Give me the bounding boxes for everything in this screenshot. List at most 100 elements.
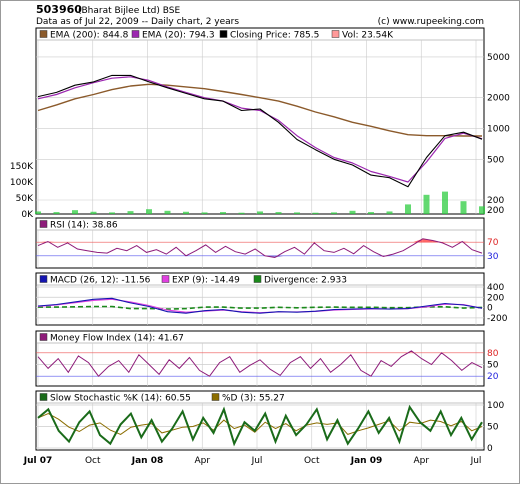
- volume-bar: [405, 204, 411, 214]
- y-tick-right: 400: [487, 283, 504, 293]
- volume-bar: [220, 212, 226, 214]
- y-tick-right: 50: [487, 361, 499, 371]
- y-tick-right: 70: [487, 238, 499, 248]
- y-tick-right: 0: [487, 444, 493, 454]
- mfi-line: [37, 350, 483, 377]
- legend-swatch: [211, 393, 220, 401]
- macd-line: [37, 297, 483, 314]
- legend-swatch: [39, 30, 48, 38]
- x-tick-label: Oct: [304, 456, 320, 466]
- volume-bar: [90, 211, 97, 214]
- rsi-oversold-fill: [373, 255, 384, 257]
- y-tick-right: 1000: [487, 124, 510, 134]
- x-tick-label: Jan 09: [350, 456, 383, 466]
- legend-label: MACD (26, 12): -11.56: [50, 276, 151, 286]
- y-tick-right: 2000: [487, 94, 510, 104]
- volume-bar: [312, 212, 319, 214]
- y-tick-right: 100: [487, 401, 504, 411]
- volume-bar: [460, 201, 467, 214]
- y-tick-right: -200: [487, 314, 508, 324]
- divergence-line: [38, 305, 483, 310]
- legend-swatch: [39, 393, 48, 401]
- volume-bar: [331, 212, 337, 214]
- volume-bar: [164, 210, 171, 214]
- volume-tick: 150K: [10, 162, 34, 172]
- legend-swatch: [131, 30, 140, 38]
- rsi-overbought-fill: [462, 241, 473, 243]
- x-tick-label: Jul: [251, 456, 263, 466]
- y-tick-right: 20: [487, 372, 499, 382]
- volume-bar: [35, 211, 41, 214]
- volume-bar: [386, 211, 393, 214]
- stoch-d-line: [37, 413, 483, 435]
- rsi-overbought-fill: [47, 241, 58, 243]
- panel-frame-0: [35, 27, 485, 215]
- volume-tick-right: 200: [487, 206, 504, 216]
- legend-swatch: [219, 30, 228, 38]
- legend-swatch: [253, 275, 262, 283]
- legend-label: %D (3): 55.27: [222, 394, 285, 404]
- company-name: (Bharat Bijlee Ltd) BSE: [78, 6, 180, 16]
- stock-code: 503960: [36, 3, 82, 16]
- y-tick-right: 50: [487, 423, 499, 433]
- y-tick-right: 80: [487, 349, 499, 359]
- chart-panels: EMA (200): 844.8 EMA (20): 794.3 Closing P…: [10, 27, 510, 466]
- legend-label: RSI (14): 38.86: [50, 221, 118, 231]
- legend-label: Vol: 23.54K: [342, 31, 394, 41]
- legend-label: EMA (20): 794.3: [142, 31, 215, 41]
- panel-frame-3: [35, 330, 485, 387]
- rsi-overbought-fill: [452, 241, 463, 243]
- y-tick-right: 30: [487, 252, 499, 262]
- legend-label: Divergence: 2.933: [264, 276, 347, 286]
- ema20-line: [37, 76, 483, 183]
- data-date: Data as of Jul 22, 2009 -- Daily chart, …: [36, 17, 239, 27]
- legend-label: Closing Price: 785.5: [230, 31, 319, 41]
- y-tick-right: 200: [487, 196, 504, 206]
- volume-bar: [146, 209, 152, 214]
- rsi-overbought-fill: [412, 238, 423, 243]
- volume-tick: 0K: [21, 210, 34, 220]
- volume-bar: [183, 211, 189, 214]
- legend-swatch: [39, 275, 48, 283]
- volume-bar: [442, 191, 448, 214]
- legend-label: Money Flow Index (14): 41.67: [50, 334, 184, 344]
- volume-bar: [238, 212, 245, 214]
- y-tick-right: 500: [487, 155, 504, 165]
- volume-bar: [109, 212, 115, 214]
- volume-bar: [294, 212, 300, 214]
- volume-bar: [479, 206, 485, 214]
- volume-bar: [201, 212, 208, 214]
- legend-swatch: [39, 220, 48, 228]
- y-tick-right: 200: [487, 293, 504, 303]
- legend-swatch: [331, 30, 340, 38]
- volume-tick: 100K: [10, 178, 34, 188]
- volume-bar: [368, 212, 374, 214]
- x-tick-label: Apr: [413, 456, 429, 466]
- stoch-k-line: [37, 404, 483, 447]
- volume-bar: [275, 212, 282, 214]
- legend-label: EXP (9): -14.49: [172, 276, 240, 286]
- y-tick-right: 5000: [487, 53, 510, 63]
- legend-swatch: [39, 333, 48, 341]
- x-tick-label: Apr: [194, 456, 210, 466]
- site-credit: (c) www.rupeeking.com: [378, 17, 484, 27]
- panel-frame-1: [35, 217, 485, 269]
- volume-bar: [72, 210, 78, 214]
- x-tick-label: Jul 07: [23, 456, 53, 466]
- volume-bar: [257, 211, 263, 214]
- legend-label: Slow Stochastic %K (14): 60.55: [50, 394, 191, 404]
- closing-price-line: [37, 74, 483, 188]
- volume-bar: [349, 210, 356, 214]
- volume-bar: [53, 212, 60, 214]
- x-tick-label: Jul: [470, 456, 482, 466]
- x-tick-label: Jan 08: [131, 456, 164, 466]
- volume-bar: [423, 194, 430, 214]
- rsi-line: [37, 238, 483, 259]
- x-tick-label: Oct: [85, 456, 101, 466]
- legend-swatch: [161, 275, 170, 283]
- ema200-line: [37, 83, 482, 137]
- volume-tick: 50K: [16, 194, 34, 204]
- y-tick-right: 0: [487, 304, 493, 314]
- legend-label: EMA (200): 844.8: [50, 31, 129, 41]
